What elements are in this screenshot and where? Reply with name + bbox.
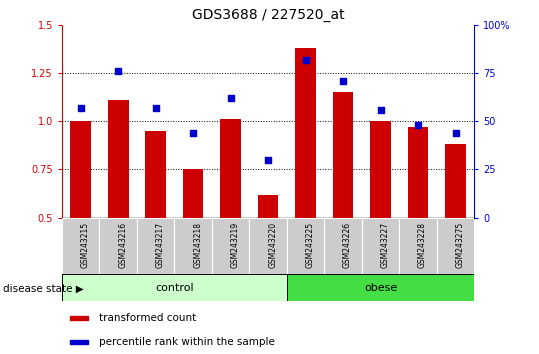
Bar — [408, 127, 429, 218]
Bar — [287, 218, 324, 274]
Bar — [146, 131, 166, 218]
Bar — [62, 218, 100, 274]
Point — [451, 130, 460, 136]
Point — [114, 68, 122, 74]
Text: obese: obese — [364, 282, 397, 293]
Text: GSM243228: GSM243228 — [418, 222, 427, 268]
Text: control: control — [155, 282, 194, 293]
Text: percentile rank within the sample: percentile rank within the sample — [99, 337, 275, 347]
Text: GSM243220: GSM243220 — [268, 222, 277, 268]
Text: GSM243219: GSM243219 — [231, 222, 240, 268]
Bar — [437, 218, 474, 274]
Text: disease state ▶: disease state ▶ — [3, 284, 84, 293]
Bar — [212, 218, 250, 274]
Point — [339, 78, 348, 84]
Text: GSM243225: GSM243225 — [306, 222, 315, 268]
Point — [226, 95, 235, 101]
Text: GSM243218: GSM243218 — [193, 222, 202, 268]
Bar — [362, 218, 399, 274]
Bar — [220, 119, 241, 218]
Bar — [295, 48, 316, 218]
Bar — [62, 274, 287, 301]
Bar — [399, 218, 437, 274]
Text: transformed count: transformed count — [99, 313, 196, 323]
Text: GSM243275: GSM243275 — [455, 222, 465, 268]
Point — [189, 130, 197, 136]
Bar — [70, 316, 87, 320]
Bar — [175, 218, 212, 274]
Bar — [137, 218, 175, 274]
Point — [376, 107, 385, 113]
Bar — [108, 100, 128, 218]
Title: GDS3688 / 227520_at: GDS3688 / 227520_at — [192, 8, 344, 22]
Bar — [287, 274, 474, 301]
Bar — [71, 121, 91, 218]
Bar — [333, 92, 354, 218]
Point — [77, 105, 85, 110]
Text: GSM243215: GSM243215 — [81, 222, 89, 268]
Bar — [258, 195, 279, 218]
Text: GSM243226: GSM243226 — [343, 222, 352, 268]
Bar — [250, 218, 287, 274]
Bar — [445, 144, 466, 218]
Bar — [100, 218, 137, 274]
Text: GSM243216: GSM243216 — [118, 222, 127, 268]
Point — [151, 105, 160, 110]
Bar — [370, 121, 391, 218]
Bar — [324, 218, 362, 274]
Point — [264, 157, 273, 162]
Point — [301, 57, 310, 62]
Bar — [70, 341, 87, 344]
Point — [414, 122, 423, 128]
Text: GSM243217: GSM243217 — [156, 222, 165, 268]
Text: GSM243227: GSM243227 — [381, 222, 390, 268]
Bar — [183, 170, 204, 218]
